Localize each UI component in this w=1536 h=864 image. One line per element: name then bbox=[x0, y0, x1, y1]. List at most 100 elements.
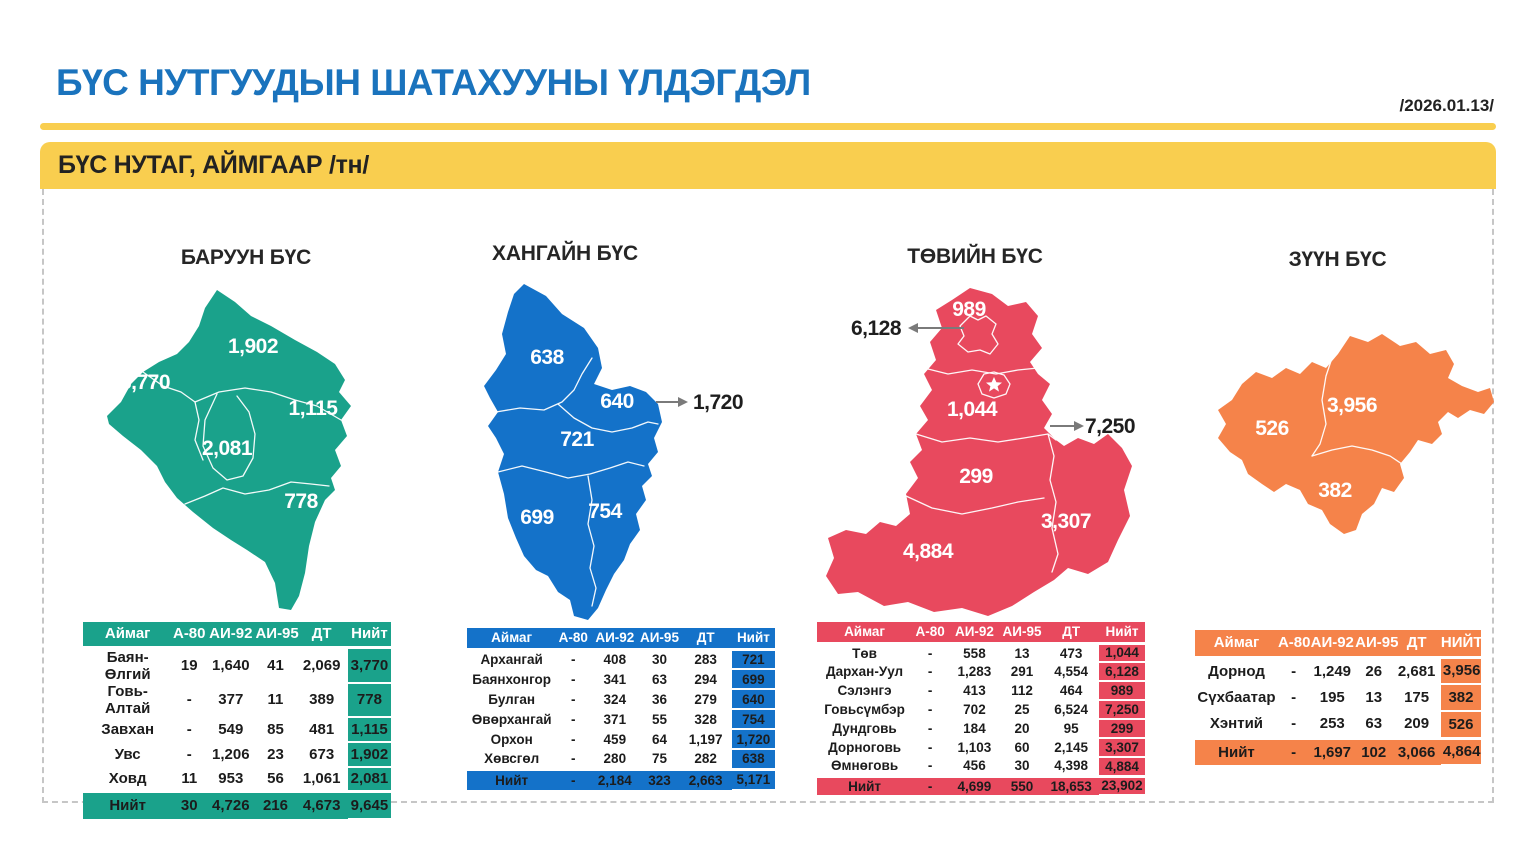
aimag-name-cell: Дундговь bbox=[832, 721, 897, 736]
value-cell: 754 bbox=[731, 709, 775, 730]
value-cell: 13 bbox=[1014, 645, 1030, 661]
map-value-label: 3,770 bbox=[120, 371, 170, 394]
value-cell: 4,554 bbox=[1054, 664, 1089, 679]
callout-arrowhead-icon bbox=[678, 397, 688, 407]
total-label-cell: Нийт bbox=[1195, 736, 1278, 765]
value-cell: 112 bbox=[1011, 683, 1033, 698]
total-value-cell: 2,184 bbox=[590, 767, 640, 790]
value-cell: 184 bbox=[963, 721, 986, 736]
aimag-name-cell: Төв bbox=[852, 645, 877, 661]
report-date: /2026.01.13/ bbox=[1399, 96, 1494, 115]
darkhan-uul-enclave-border bbox=[957, 315, 999, 355]
aimag-border bbox=[495, 357, 593, 413]
map-value-label: 699 bbox=[520, 506, 554, 529]
aimag-name-cell: Говь-Алтай bbox=[105, 682, 151, 717]
value-cell: - bbox=[1291, 715, 1297, 733]
total-value-cell: 1,697 bbox=[1309, 736, 1356, 765]
value-cell: 2,145 bbox=[1054, 740, 1089, 755]
value-cell: 953 bbox=[218, 769, 244, 787]
value-cell: - bbox=[571, 731, 576, 747]
value-cell: 1,103 bbox=[957, 740, 992, 755]
total-value-cell: 4,673 bbox=[295, 790, 348, 819]
callout-value-label: 7,250 bbox=[1085, 415, 1135, 438]
aimag-border bbox=[905, 495, 1045, 515]
table-row: Өвөрхангай - 371 55 328 754 bbox=[467, 709, 775, 730]
value-cell: 638 bbox=[731, 749, 775, 770]
value-cell: 2,681 bbox=[1397, 662, 1436, 680]
total-value-cell: 30 bbox=[172, 790, 207, 819]
value-cell: 30 bbox=[1014, 758, 1030, 774]
total-value-cell: 102 bbox=[1355, 736, 1393, 765]
column-header: ДТ bbox=[679, 628, 732, 651]
callout-arrowhead-icon bbox=[908, 323, 918, 333]
value-cell: - bbox=[927, 721, 933, 736]
column-header: Нийт bbox=[347, 622, 391, 649]
value-cell: 280 bbox=[603, 750, 627, 766]
map-value-label: 640 bbox=[600, 390, 634, 413]
column-header: ДТ bbox=[1043, 622, 1100, 645]
value-cell: - bbox=[927, 702, 933, 717]
value-cell: 3,956 bbox=[1440, 657, 1481, 685]
value-cell: 283 bbox=[694, 652, 717, 668]
aimag-name-cell: Хэнтий bbox=[1209, 715, 1264, 733]
map-outline bbox=[1218, 334, 1494, 534]
aimag-name-cell: Ховд bbox=[108, 769, 147, 787]
value-cell: - bbox=[186, 745, 192, 763]
value-cell: 389 bbox=[309, 691, 335, 708]
value-cell: - bbox=[1291, 689, 1297, 706]
region-map-west: 1,902 3,770 1,115 2,081 778 bbox=[107, 290, 351, 610]
table-row: Завхан - 549 85 481 1,115 bbox=[83, 716, 391, 743]
section-band-label: БҮС НУТАГ, АЙМГААР /тн/ bbox=[58, 151, 369, 179]
value-cell: 6,128 bbox=[1099, 662, 1145, 682]
value-cell: 549 bbox=[218, 720, 244, 738]
ulaanbaatar-star-icon bbox=[986, 377, 1002, 392]
column-header: Нийт bbox=[1099, 622, 1145, 645]
total-label-cell: Нийт bbox=[817, 774, 913, 795]
aimag-name-cell: Орхон bbox=[490, 731, 533, 747]
region-map-central: 989 1,044 299 3,307 4,884 6,128 7,250 bbox=[826, 288, 1136, 616]
column-header: ДТ bbox=[1392, 630, 1441, 659]
value-cell: 699 bbox=[731, 669, 775, 690]
value-cell: 640 bbox=[731, 689, 775, 710]
content-panel-dashed-border bbox=[42, 189, 1494, 803]
value-cell: 291 bbox=[1010, 664, 1034, 679]
column-header: АИ-95 bbox=[255, 622, 299, 649]
table-row: Төв - 558 13 473 1,044 bbox=[817, 643, 1145, 663]
value-cell: 279 bbox=[694, 691, 717, 707]
region-title: ХАНГАЙН БҮС bbox=[492, 242, 638, 265]
map-value-label: 638 bbox=[530, 346, 564, 369]
total-label-cell: Нийт bbox=[83, 790, 173, 819]
column-header: АИ-92 bbox=[206, 622, 256, 649]
value-cell: 299 bbox=[1099, 719, 1145, 739]
map-value-label: 3,956 bbox=[1327, 394, 1377, 417]
value-cell: 11 bbox=[181, 769, 198, 787]
value-cell: 2,069 bbox=[302, 657, 341, 674]
value-cell: 63 bbox=[1365, 715, 1383, 733]
table-row: Өмнөговь - 456 30 4,398 4,884 bbox=[817, 757, 1145, 777]
aimag-name-cell: Говьсүмбэр bbox=[824, 702, 905, 717]
aimag-border bbox=[194, 387, 342, 421]
value-cell: 1,197 bbox=[688, 731, 723, 747]
value-cell: 377 bbox=[218, 691, 244, 708]
region-title: БАРУУН БҮС bbox=[180, 246, 312, 269]
value-cell: 456 bbox=[963, 758, 986, 774]
value-cell: 294 bbox=[694, 671, 717, 687]
value-cell: 11 bbox=[267, 691, 284, 708]
value-cell: 3,307 bbox=[1099, 738, 1145, 758]
map-outline bbox=[826, 288, 1132, 616]
table-row: Увс - 1,206 23 673 1,902 bbox=[83, 741, 391, 768]
total-value-cell: 23,902 bbox=[1099, 774, 1145, 796]
value-cell: 673 bbox=[309, 745, 335, 763]
table-row: Дорнод -1,249 26 2,681 3,956 bbox=[1195, 657, 1481, 685]
value-cell: 558 bbox=[963, 645, 986, 661]
value-cell: 175 bbox=[1404, 689, 1430, 706]
map-value-label: 3,307 bbox=[1041, 510, 1091, 533]
table-row: Сэлэнгэ - 413 112 464 989 bbox=[817, 681, 1145, 701]
column-header: ДТ bbox=[295, 622, 348, 649]
aimag-border bbox=[1047, 433, 1059, 573]
total-value-cell: 4,726 bbox=[206, 790, 256, 819]
value-cell: 56 bbox=[267, 769, 284, 787]
value-cell: 1,720 bbox=[731, 729, 775, 750]
